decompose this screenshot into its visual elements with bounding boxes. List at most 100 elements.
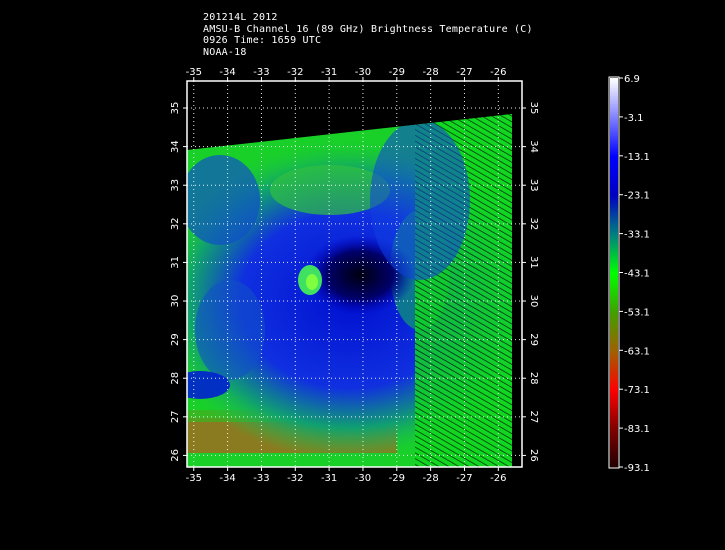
lat-label-right: 35 <box>528 102 539 115</box>
graticule <box>187 81 522 467</box>
colorbar-segment <box>610 332 618 335</box>
colorbar-segment <box>610 118 618 121</box>
colorbar-segment <box>610 328 618 331</box>
colorbar-segment <box>610 166 618 169</box>
lon-label-bottom: -27 <box>456 473 472 484</box>
colorbar-segment <box>610 138 618 141</box>
colorbar-segment <box>610 80 618 83</box>
lon-label-bottom: -31 <box>321 473 337 484</box>
image-header: 201214L 2012 AMSU-B Channel 16 (89 GHz) … <box>203 12 533 58</box>
colorbar-segment <box>610 382 618 385</box>
colorbar-segment <box>610 418 618 421</box>
colorbar-segment <box>610 132 618 135</box>
colorbar-segment <box>610 392 618 395</box>
colorbar-segment <box>610 344 618 347</box>
colorbar-segment <box>610 446 618 449</box>
colorbar-segment <box>610 102 618 105</box>
colorbar-segment <box>610 144 618 147</box>
lon-label-top: -28 <box>422 67 438 78</box>
colorbar-segment <box>610 360 618 363</box>
colorbar-segment <box>610 300 618 303</box>
colorbar-segment <box>610 116 618 119</box>
colorbar-segment <box>610 196 618 199</box>
colorbar-segment <box>610 128 618 131</box>
lat-label-right: 32 <box>528 217 539 230</box>
colorbar-segment <box>610 170 618 173</box>
colorbar-segment <box>610 250 618 253</box>
colorbar-segment <box>610 212 618 215</box>
colorbar-segment <box>610 376 618 379</box>
colorbar-segment <box>610 218 618 221</box>
colorbar-segment <box>610 428 618 431</box>
colorbar-label: -63.1 <box>624 346 650 357</box>
lon-label-top: -31 <box>321 67 337 78</box>
colorbar-segment <box>610 188 618 191</box>
colorbar-segment <box>610 318 618 321</box>
colorbar-segment <box>610 388 618 391</box>
colorbar-segment <box>610 110 618 113</box>
colorbar-segment <box>610 270 618 273</box>
colorbar-segment <box>610 430 618 433</box>
colorbar-segment <box>610 258 618 261</box>
colorbar-segment <box>610 162 618 165</box>
colorbar-segment <box>610 100 618 103</box>
lat-label-left: 32 <box>170 217 181 230</box>
colorbar-segment <box>610 384 618 387</box>
lon-label-bottom: -32 <box>287 473 303 484</box>
colorbar-segment <box>610 436 618 439</box>
colorbar-segment <box>610 194 618 197</box>
colorbar-segment <box>610 224 618 227</box>
colorbar-segment <box>610 442 618 445</box>
lat-label-left: 26 <box>170 449 181 462</box>
latitude-axis-left: 26 27 28 29 30 31 32 33 34 35 <box>170 102 187 462</box>
brightness-temperature-swath <box>187 114 512 467</box>
lat-label-left: 34 <box>170 140 181 153</box>
colorbar-label: -93.1 <box>624 463 650 474</box>
colorbar-segment <box>610 390 618 393</box>
colorbar-segment <box>610 86 618 89</box>
colorbar-segment <box>610 230 618 233</box>
colorbar-segment <box>610 200 618 203</box>
colorbar-segment <box>610 326 618 329</box>
colorbar-segment <box>610 422 618 425</box>
colorbar-segment <box>610 304 618 307</box>
colorbar-label: -43.1 <box>624 269 650 280</box>
lat-label-left: 31 <box>170 256 181 269</box>
colorbar-label: 6.9 <box>624 74 640 85</box>
colorbar-segment <box>610 248 618 251</box>
colorbar-segment <box>610 94 618 97</box>
colorbar-label: -23.1 <box>624 191 650 202</box>
colorbar-segment <box>610 210 618 213</box>
colorbar-segment <box>610 278 618 281</box>
colorbar-segment <box>610 206 618 209</box>
lat-label-right: 31 <box>528 256 539 269</box>
colorbar-segment <box>610 322 618 325</box>
lon-label-top: -35 <box>186 67 202 78</box>
colorbar-segment <box>610 350 618 353</box>
colorbar-segment <box>610 464 618 467</box>
colorbar-segment <box>610 426 618 429</box>
colorbar-segment <box>610 222 618 225</box>
colorbar-segment <box>610 176 618 179</box>
colorbar-segment <box>610 434 618 437</box>
lat-label-left: 35 <box>170 102 181 115</box>
colorbar-segment <box>610 404 618 407</box>
colorbar-segment <box>610 182 618 185</box>
lat-label-right: 29 <box>528 333 539 346</box>
plot-frame <box>186 80 523 468</box>
colorbar-segment <box>610 134 618 137</box>
lon-label-bottom: -34 <box>219 473 235 484</box>
colorbar-segment <box>610 150 618 153</box>
colorbar-label: -33.1 <box>624 230 650 241</box>
colorbar-segment <box>610 168 618 171</box>
colorbar-segment <box>610 352 618 355</box>
colorbar-segment <box>610 126 618 129</box>
colorbar-segment <box>610 198 618 201</box>
satellite-name: NOAA-18 <box>203 46 247 58</box>
lon-label-top: -27 <box>456 67 472 78</box>
colorbar-segment <box>610 292 618 295</box>
colorbar-segment <box>610 432 618 435</box>
colorbar-segment <box>610 136 618 139</box>
colorbar-segment <box>610 142 618 145</box>
